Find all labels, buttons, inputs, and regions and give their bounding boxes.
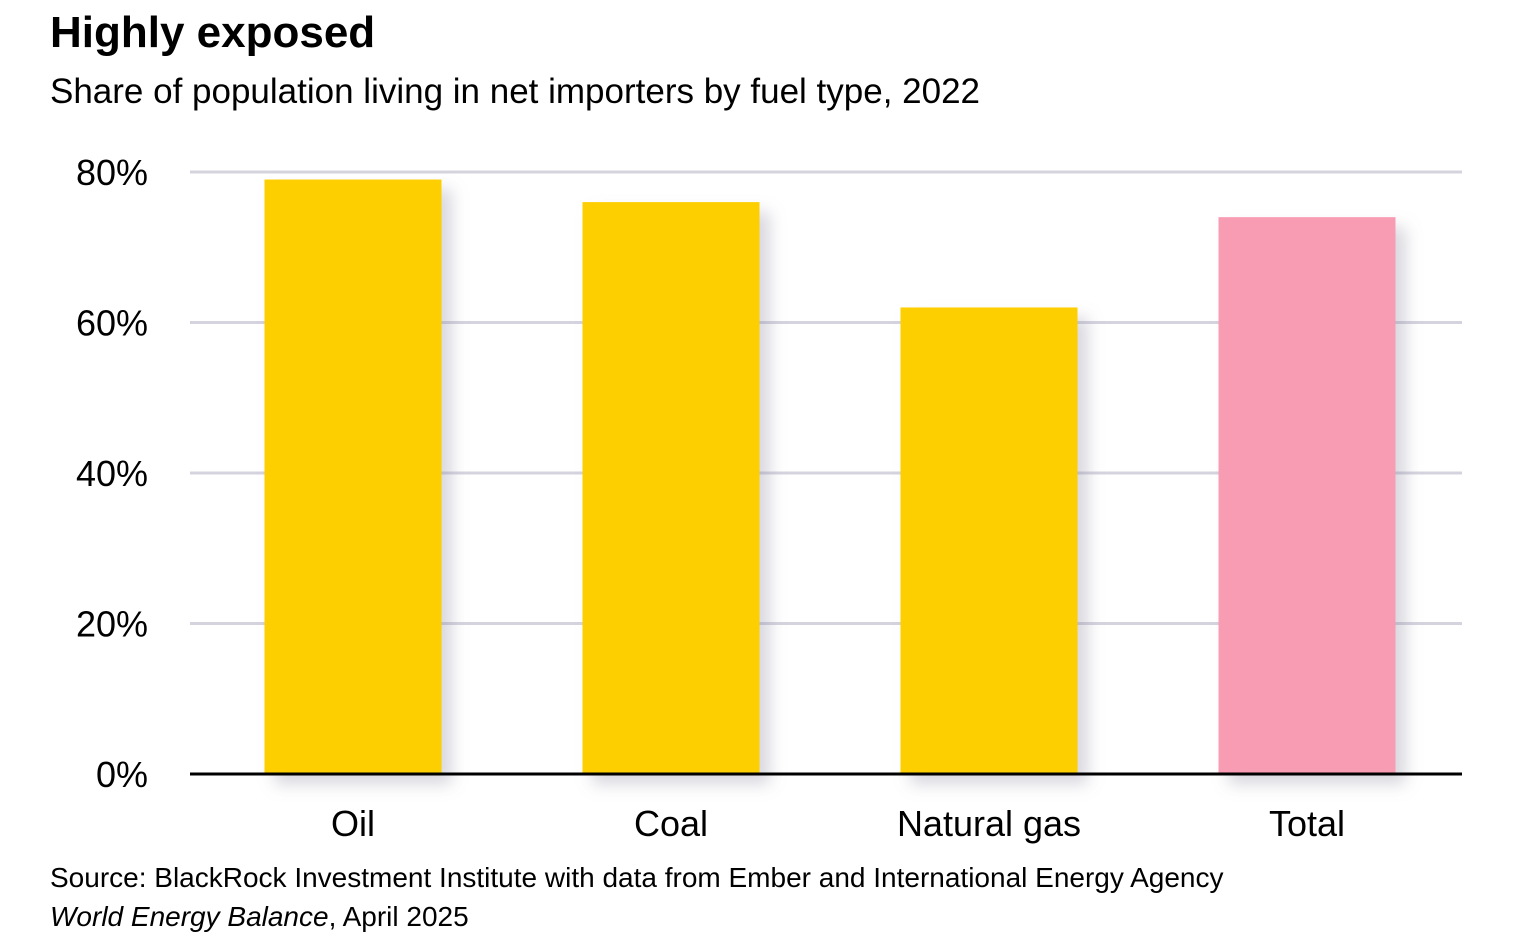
y-tick-label: 20% [76, 604, 148, 645]
source-date: , April 2025 [328, 901, 469, 932]
source-line-2: World Energy Balance, April 2025 [50, 897, 1223, 936]
y-tick-label: 0% [96, 754, 148, 795]
y-tick-label: 40% [76, 453, 148, 494]
y-tick-label: 60% [76, 303, 148, 344]
bar-coal [582, 202, 760, 775]
x-tick-label: Oil [331, 803, 375, 844]
bar-natural-gas [900, 307, 1078, 774]
chart-subtitle: Share of population living in net import… [50, 72, 981, 111]
x-tick-label: Coal [634, 803, 708, 844]
source-line-1: Source: BlackRock Investment Institute w… [50, 862, 1224, 893]
chart-title: Highly exposed [50, 8, 376, 57]
x-tick-label: Natural gas [897, 803, 1081, 844]
x-tick-label: Total [1269, 803, 1345, 844]
source-note: Source: BlackRock Investment Institute w… [50, 858, 1223, 936]
y-tick-label: 80% [76, 152, 148, 193]
bar-oil [264, 179, 442, 774]
bar-total [1218, 217, 1396, 774]
source-publication: World Energy Balance [50, 901, 329, 932]
